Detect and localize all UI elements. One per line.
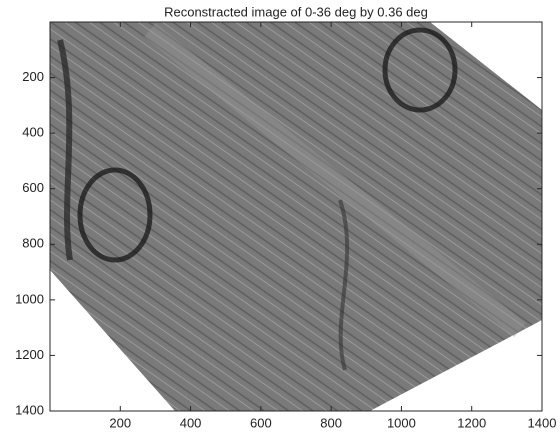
x-tick-label: 1200 <box>457 415 486 430</box>
y-tick-label: 400 <box>22 125 44 140</box>
x-tick-label: 400 <box>180 415 202 430</box>
y-tick-label: 1400 <box>15 402 44 417</box>
y-tick-label: 600 <box>22 180 44 195</box>
y-tick-label: 1200 <box>15 347 44 362</box>
chart-title: Reconstracted image of 0-36 deg by 0.36 … <box>164 4 428 19</box>
x-tick-label: 1000 <box>387 415 416 430</box>
y-tick-label: 800 <box>22 236 44 251</box>
y-tick-label: 200 <box>22 69 44 84</box>
y-tick-label: 1000 <box>15 291 44 306</box>
x-tick-label: 1400 <box>528 415 557 430</box>
image <box>50 22 542 411</box>
x-tick-label: 200 <box>109 415 131 430</box>
x-tick-label: 600 <box>250 415 272 430</box>
x-tick-label: 800 <box>320 415 342 430</box>
axes-box <box>49 21 543 412</box>
